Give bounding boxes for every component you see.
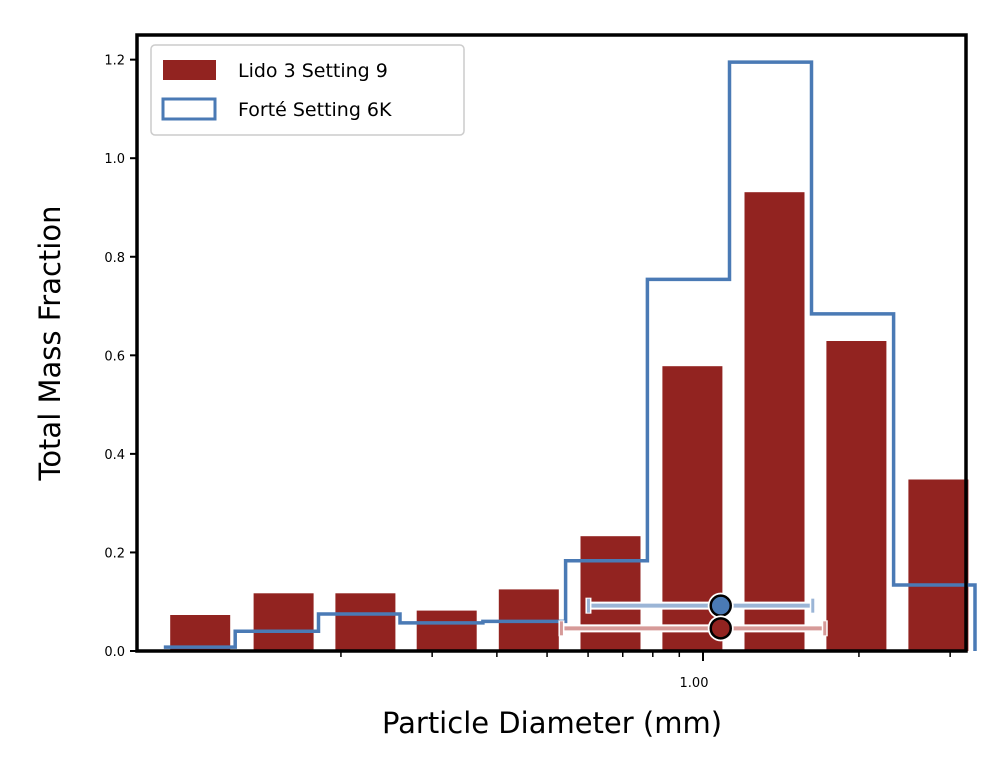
- summary-point-0: [709, 594, 732, 617]
- y-tick-label-2: 0.4: [104, 448, 125, 463]
- summary-point-1: [709, 617, 732, 640]
- summary-points-layer: [558, 592, 828, 642]
- bar-lido-2: [335, 593, 396, 651]
- x-tick-label-0: 1.00: [680, 676, 709, 691]
- bars-layer: [170, 192, 969, 651]
- x-axis-title: Particle Diameter (mm): [382, 706, 722, 740]
- legend-frame: [150, 44, 465, 136]
- legend: Lido 3 Setting 9 Forté Setting 6K: [150, 44, 465, 136]
- bar-lido-0: [170, 615, 231, 651]
- bar-lido-8: [826, 341, 887, 651]
- legend-swatch-forte: [161, 97, 217, 121]
- step-layer: [163, 60, 977, 651]
- y-axis-title: Total Mass Fraction: [33, 206, 67, 482]
- legend-label-lido: Lido 3 Setting 9: [238, 60, 388, 82]
- y-tick-label-5: 1.0: [104, 152, 125, 167]
- axes-layer: 0.0 0.2 0.4 0.6 0.8 1.0 1.2 1.00: [104, 33, 968, 691]
- bar-lido-3: [416, 610, 477, 651]
- y-tick-label-3: 0.6: [104, 349, 125, 364]
- y-tick-label-4: 0.8: [104, 251, 125, 266]
- legend-swatch-lido: [163, 60, 216, 80]
- y-tick-label-1: 0.2: [104, 546, 125, 561]
- plot-frame: [135, 33, 968, 653]
- step-line-forte: [163, 60, 977, 651]
- bar-lido-1: [253, 593, 314, 651]
- y-tick-label-0: 0.0: [104, 645, 125, 660]
- y-tick-label-6: 1.2: [104, 54, 125, 69]
- legend-label-forte: Forté Setting 6K: [238, 99, 392, 121]
- bar-lido-9: [908, 479, 969, 651]
- bar-lido-7: [744, 192, 805, 651]
- bar-lido-5: [580, 536, 641, 651]
